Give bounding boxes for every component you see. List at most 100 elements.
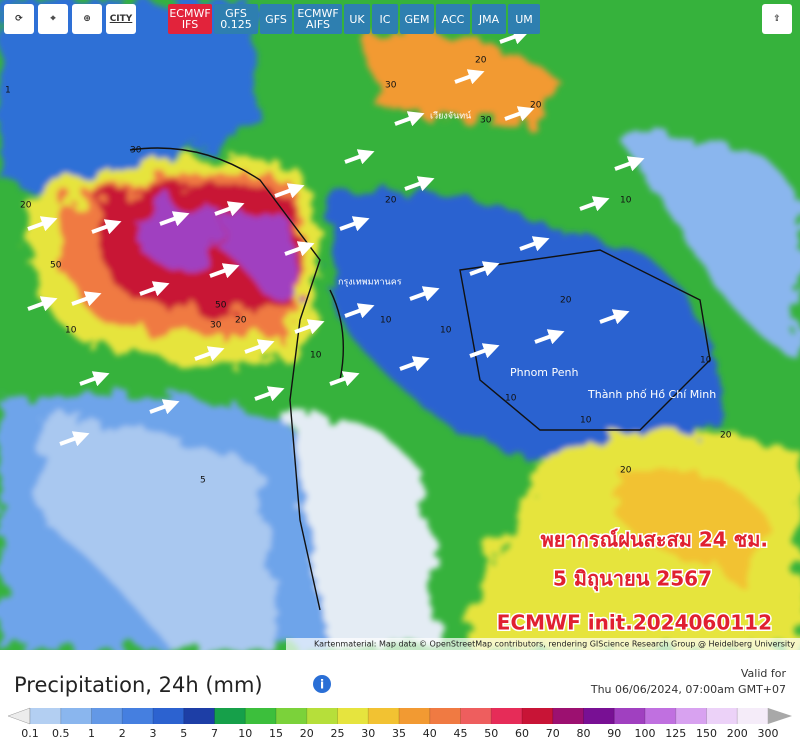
colorbar-tick-label: 20 [300, 727, 314, 740]
model-button[interactable]: ACC [436, 4, 470, 34]
refresh-button[interactable]: ⟳ [4, 4, 34, 34]
colorbar-segment [153, 708, 185, 724]
colorbar-segment [122, 708, 154, 724]
contour-label: 50 [215, 301, 227, 311]
wind-arrow [469, 343, 500, 359]
colorbar-segment [60, 708, 92, 724]
wind-arrow [214, 201, 245, 217]
overlay-text: 5 มิถุนายน 2567 [553, 567, 712, 592]
colorbar-tick-label: 40 [423, 727, 437, 740]
colorbar-segment [583, 708, 615, 724]
model-button[interactable]: ECMWF IFS [168, 4, 212, 34]
model-button[interactable]: GFS 0.125 [214, 4, 258, 34]
colorbar-tick-label: 300 [758, 727, 779, 740]
colorbar-tick-label: 15 [269, 727, 283, 740]
legend-title: Precipitation, 24h (mm) [14, 673, 263, 697]
location-button[interactable]: ⌖ [38, 4, 68, 34]
wind-arrow [159, 211, 190, 227]
contour-label: 10 [505, 394, 517, 404]
wind-arrow [71, 291, 102, 307]
model-button[interactable]: IC [372, 4, 398, 34]
colorbar-segment [460, 708, 492, 724]
colorbar-tick-label: 2 [119, 727, 126, 740]
info-icon[interactable] [313, 675, 331, 693]
wind-arrow [344, 303, 375, 319]
contour-label: 20 [560, 296, 572, 306]
wind-arrow [394, 111, 425, 127]
model-button[interactable]: GFS [260, 4, 292, 34]
colorbar-tick-label: 30 [361, 727, 375, 740]
contour-label: 10 [700, 356, 712, 366]
place-label: เวียงจันทน์ [430, 110, 471, 122]
contour-label: 50 [50, 261, 62, 271]
wind-arrow [59, 431, 90, 447]
attribution-bg [286, 638, 800, 650]
colorbar-segment [706, 708, 738, 724]
wind-arrow [209, 263, 240, 279]
colorbar-segment [276, 708, 308, 724]
wind-arrow [499, 29, 530, 45]
city-button[interactable]: CITY [106, 4, 136, 34]
contour-label: 20 [475, 56, 487, 66]
contour-label: 10 [310, 351, 322, 361]
wind-arrow [149, 399, 180, 415]
wind-arrow [254, 386, 285, 402]
model-button[interactable]: JMA [472, 4, 506, 34]
overlay-text: ECMWF init.2024060112 [497, 611, 772, 635]
model-button[interactable]: GEM [400, 4, 434, 34]
colorbar-segment [337, 708, 369, 724]
wind-arrow [579, 196, 610, 212]
colorbar-segment [245, 708, 277, 724]
attribution: Kartenmaterial: Map data © OpenStreetMap… [314, 640, 795, 649]
model-button[interactable]: ECMWF AIFS [294, 4, 342, 34]
colorbar-tick-label: 50 [484, 727, 498, 740]
share-button[interactable]: ⇪ [762, 4, 792, 34]
wind-arrow [274, 183, 305, 199]
colorbar-segment [368, 708, 400, 724]
border-lines [129, 147, 711, 611]
wind-arrow [329, 371, 360, 387]
colorbar-tick-label: 200 [727, 727, 748, 740]
wind-arrow [409, 286, 440, 302]
colorbar-segment [91, 708, 123, 724]
contour-label: 1 [5, 86, 11, 96]
contour-label: 20 [620, 466, 632, 476]
colorbar-tick-label: 5 [180, 727, 187, 740]
colorbar-segment [614, 708, 646, 724]
wind-arrows [27, 29, 645, 447]
contour-label: 5 [200, 476, 206, 486]
wind-arrow [194, 346, 225, 362]
place-label: Phnom Penh [510, 366, 578, 379]
contour-label: 10 [440, 326, 452, 336]
colorbar-segment [491, 708, 523, 724]
contour-label: 30 [210, 321, 222, 331]
colorbar-tick-label: 90 [607, 727, 621, 740]
zoom-button[interactable]: ⊕ [72, 4, 102, 34]
colorbar-tick-label: 45 [454, 727, 468, 740]
info-icon-text: i [320, 678, 324, 692]
wind-arrow [399, 356, 430, 372]
colorbar-tick-label: 7 [211, 727, 218, 740]
wind-arrow [27, 216, 58, 232]
place-label: กรุงเทพมหานคร [338, 278, 402, 288]
colorbar-tick-label: 0.1 [21, 727, 39, 740]
map: 30 20 50 10 20 30 50 20 10 30 10 20 20 10 20 10 10 10 20 30… [0, 0, 800, 650]
colorbar-tick-label: 0.5 [52, 727, 70, 740]
model-button[interactable]: UM [508, 4, 540, 34]
model-button[interactable]: UK [344, 4, 370, 34]
colorbar-tick-label: 125 [665, 727, 686, 740]
wind-arrow [294, 319, 325, 335]
wind-arrow [244, 339, 275, 355]
wind-arrow [469, 261, 500, 277]
colorbar-segment [675, 708, 707, 724]
colorbar-segment [30, 708, 62, 724]
wind-arrow [534, 329, 565, 345]
wind-arrow [344, 149, 375, 165]
colorbar-segment [183, 708, 215, 724]
colorbar-tick-label: 35 [392, 727, 406, 740]
colorbar-segment [522, 708, 554, 724]
contour-label: 20 [720, 431, 732, 441]
wind-arrow [27, 296, 58, 312]
overlay-text: พยากรณ์ฝนสะสม 24 ชม. [541, 528, 768, 552]
colorbar-segment [306, 708, 338, 724]
